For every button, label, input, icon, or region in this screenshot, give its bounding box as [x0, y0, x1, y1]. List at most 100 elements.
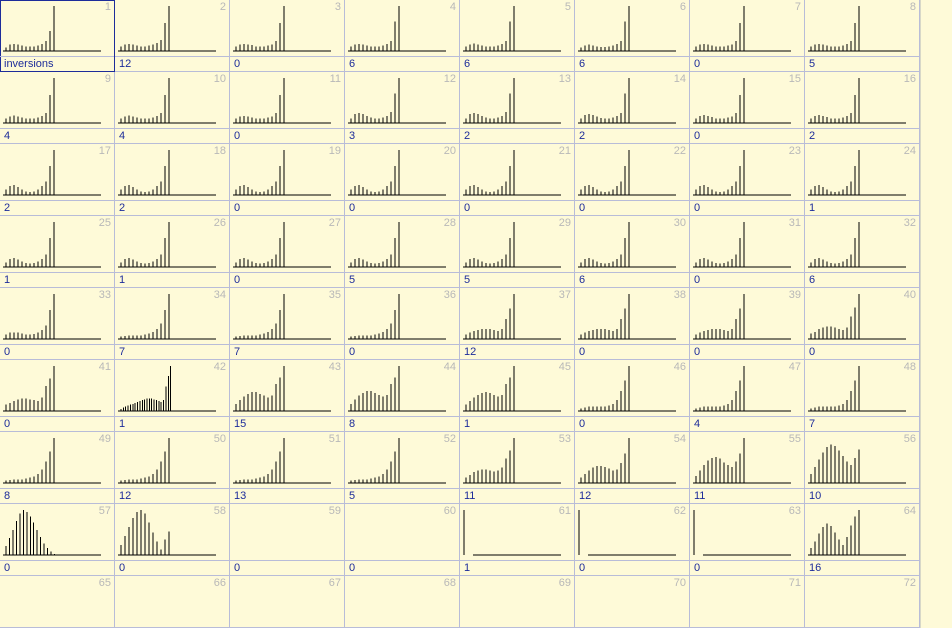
grid-cell-58[interactable]: 58 0 — [115, 504, 230, 576]
histogram-graph — [808, 444, 906, 484]
cell-number: 2 — [219, 1, 226, 13]
cell-value: 0 — [230, 560, 344, 575]
grid-cell-24[interactable]: 24 1 — [805, 144, 920, 216]
cell-number: 39 — [788, 289, 801, 301]
grid-cell-64[interactable]: 64 16 — [805, 504, 920, 576]
cell-value: 5 — [345, 488, 459, 503]
grid-cell-70[interactable]: 70 — [575, 576, 690, 628]
cell-number: 12 — [443, 73, 456, 85]
histogram-graph — [693, 438, 791, 484]
grid-cell-71[interactable]: 71 — [690, 576, 805, 628]
grid-cell-48[interactable]: 48 7 — [805, 360, 920, 432]
grid-cell-16[interactable]: 16 2 — [805, 72, 920, 144]
grid-cell-61[interactable]: 61 1 — [460, 504, 575, 576]
grid-cell-29[interactable]: 29 5 — [460, 216, 575, 288]
grid-cell-39[interactable]: 39 0 — [690, 288, 805, 360]
grid-cell-18[interactable]: 18 2 — [115, 144, 230, 216]
grid-cell-38[interactable]: 38 0 — [575, 288, 690, 360]
grid-cell-25[interactable]: 25 1 — [0, 216, 115, 288]
cell-value: 0 — [230, 128, 344, 143]
grid-cell-37[interactable]: 37 12 — [460, 288, 575, 360]
cell-number: 6 — [679, 1, 686, 13]
grid-cell-72[interactable]: 72 — [805, 576, 920, 628]
grid-cell-28[interactable]: 28 5 — [345, 216, 460, 288]
grid-cell-22[interactable]: 22 0 — [575, 144, 690, 216]
grid-cell-33[interactable]: 33 0 — [0, 288, 115, 360]
grid-cell-23[interactable]: 23 0 — [690, 144, 805, 216]
grid-cell-53[interactable]: 53 11 — [460, 432, 575, 504]
grid-cell-11[interactable]: 11 0 — [230, 72, 345, 144]
grid-cell-60[interactable]: 60 0 — [345, 504, 460, 576]
grid-cell-36[interactable]: 36 0 — [345, 288, 460, 360]
grid-cell-59[interactable]: 59 0 — [230, 504, 345, 576]
grid-cell-47[interactable]: 47 4 — [690, 360, 805, 432]
cell-number: 71 — [788, 577, 801, 589]
histogram-graph — [693, 6, 791, 52]
histogram-graph — [808, 222, 906, 268]
grid-cell-51[interactable]: 51 13 — [230, 432, 345, 504]
grid-cell-19[interactable]: 19 0 — [230, 144, 345, 216]
grid-cell-27[interactable]: 27 0 — [230, 216, 345, 288]
cell-number: 25 — [98, 217, 111, 229]
grid-cell-20[interactable]: 20 0 — [345, 144, 460, 216]
grid-cell-66[interactable]: 66 — [115, 576, 230, 628]
cell-number: 3 — [334, 1, 341, 13]
cell-value: 0 — [690, 344, 804, 359]
histogram-graph — [118, 222, 216, 268]
cell-number: 49 — [98, 433, 111, 445]
histogram-graph — [233, 6, 331, 52]
grid-cell-21[interactable]: 21 0 — [460, 144, 575, 216]
grid-cell-68[interactable]: 68 — [345, 576, 460, 628]
grid-cell-55[interactable]: 55 11 — [690, 432, 805, 504]
histogram-graph — [118, 366, 216, 412]
cell-value: inversions — [0, 56, 114, 71]
grid-cell-17[interactable]: 17 2 — [0, 144, 115, 216]
grid-cell-57[interactable]: 57 0 — [0, 504, 115, 576]
grid-cell-2[interactable]: 2 12 — [115, 0, 230, 72]
grid-cell-67[interactable]: 67 — [230, 576, 345, 628]
cell-value: 1 — [115, 416, 229, 431]
grid-cell-15[interactable]: 15 0 — [690, 72, 805, 144]
grid-cell-69[interactable]: 69 — [460, 576, 575, 628]
grid-cell-13[interactable]: 13 2 — [460, 72, 575, 144]
grid-cell-62[interactable]: 62 0 — [575, 504, 690, 576]
grid-cell-50[interactable]: 50 12 — [115, 432, 230, 504]
grid-cell-26[interactable]: 26 1 — [115, 216, 230, 288]
histogram-graph — [463, 78, 561, 124]
grid-cell-54[interactable]: 54 12 — [575, 432, 690, 504]
grid-cell-12[interactable]: 12 3 — [345, 72, 460, 144]
grid-cell-35[interactable]: 35 7 — [230, 288, 345, 360]
grid-cell-43[interactable]: 43 15 — [230, 360, 345, 432]
grid-cell-41[interactable]: 41 0 — [0, 360, 115, 432]
grid-cell-30[interactable]: 30 6 — [575, 216, 690, 288]
grid-cell-44[interactable]: 44 8 — [345, 360, 460, 432]
cell-number: 8 — [909, 1, 916, 13]
cell-value: 0 — [345, 560, 459, 575]
grid-cell-52[interactable]: 52 5 — [345, 432, 460, 504]
grid-cell-34[interactable]: 34 7 — [115, 288, 230, 360]
grid-cell-56[interactable]: 56 10 — [805, 432, 920, 504]
grid-cell-63[interactable]: 63 0 — [690, 504, 805, 576]
grid-cell-45[interactable]: 45 1 — [460, 360, 575, 432]
grid-cell-46[interactable]: 46 0 — [575, 360, 690, 432]
cell-number: 36 — [443, 289, 456, 301]
grid-cell-65[interactable]: 65 — [0, 576, 115, 628]
grid-cell-1[interactable]: 1 inversions — [0, 0, 115, 72]
histogram-graph — [118, 6, 216, 52]
grid-cell-42[interactable]: 42 1 — [115, 360, 230, 432]
grid-cell-40[interactable]: 40 0 — [805, 288, 920, 360]
grid-cell-10[interactable]: 10 4 — [115, 72, 230, 144]
grid-cell-49[interactable]: 49 8 — [0, 432, 115, 504]
grid-cell-31[interactable]: 31 0 — [690, 216, 805, 288]
cell-number: 65 — [98, 577, 111, 589]
histogram-graph — [233, 366, 331, 412]
grid-cell-32[interactable]: 32 6 — [805, 216, 920, 288]
grid-cell-14[interactable]: 14 2 — [575, 72, 690, 144]
